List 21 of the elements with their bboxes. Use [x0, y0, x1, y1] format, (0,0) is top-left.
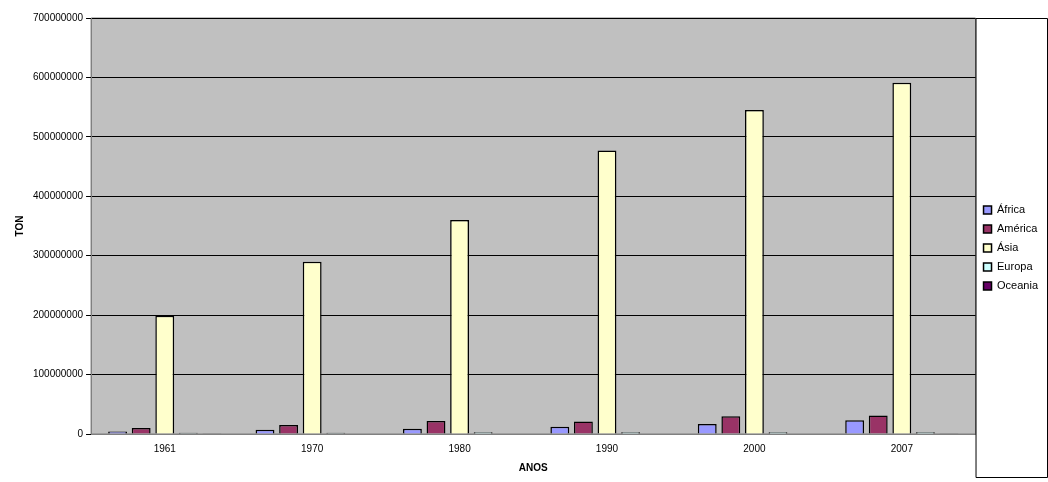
- x-tick-label: 2000: [743, 442, 766, 454]
- legend-label: América: [997, 222, 1039, 235]
- y-tick-label: 100000000: [32, 368, 84, 380]
- y-tick-label: 200000000: [32, 308, 84, 320]
- y-tick-label: 700000000: [32, 11, 84, 23]
- y-tick-label: 0: [77, 427, 84, 439]
- y-tick-label: 400000000: [32, 190, 84, 202]
- y-axis-title: TON: [13, 215, 25, 237]
- x-axis-title: ANOS: [518, 461, 549, 473]
- x-tick-label: 1990: [595, 442, 619, 454]
- legend-label: Europa: [997, 260, 1034, 273]
- y-tick-label: 600000000: [32, 71, 84, 83]
- y-tick-label: 300000000: [32, 249, 84, 261]
- x-tick-label: 1961: [153, 442, 177, 454]
- legend-label: Oceania: [997, 279, 1039, 292]
- legend-label: África: [997, 203, 1027, 216]
- y-tick-label: 500000000: [32, 130, 84, 142]
- legend-label: Ásia: [997, 241, 1020, 254]
- x-tick-label: 1980: [448, 442, 472, 454]
- x-tick-label: 2007: [890, 442, 914, 454]
- x-tick-label: 1970: [301, 442, 324, 454]
